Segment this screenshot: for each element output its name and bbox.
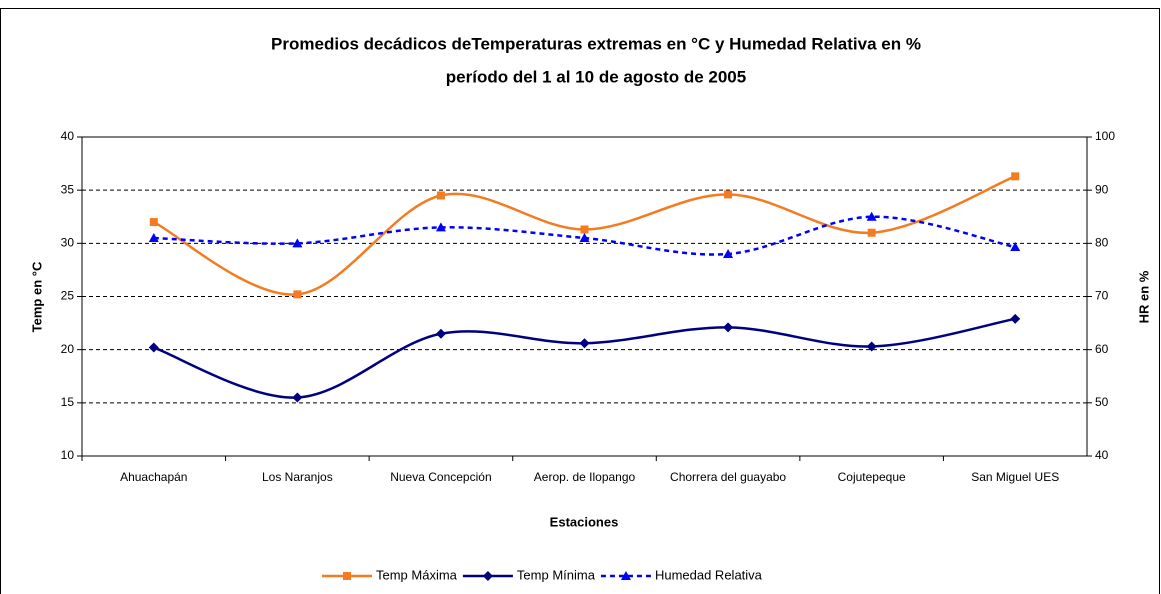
marker: [620, 571, 631, 580]
y-tick-label: 20: [61, 342, 75, 356]
marker: [148, 342, 159, 353]
marker: [292, 392, 303, 403]
plot-area: [81, 136, 1088, 457]
marker: [293, 290, 302, 299]
x-tick-label: Los Naranjos: [262, 470, 333, 484]
legend-label: Temp Máxima: [376, 567, 458, 582]
marker: [149, 218, 158, 227]
marker: [436, 191, 445, 200]
y-tick-label: 35: [61, 182, 75, 196]
y-tick-label: 10: [61, 448, 75, 462]
marker: [1010, 242, 1021, 252]
chart-frame: [0, 8, 1160, 594]
y2-tick-label: 70: [1095, 289, 1109, 303]
y-axis-label: Temp en °C: [29, 261, 44, 332]
y-tick-label: 15: [61, 395, 75, 409]
y2-axis-label: HR en %: [1136, 270, 1151, 323]
x-tick-label: Ahuachapán: [120, 470, 187, 484]
marker: [292, 238, 303, 248]
legend-label: Humedad Relativa: [655, 567, 763, 582]
marker: [482, 571, 493, 581]
y2-tick-label: 90: [1095, 182, 1109, 196]
marker: [723, 248, 734, 258]
y-tick-label: 30: [61, 236, 75, 250]
x-axis-label: Estaciones: [550, 514, 619, 529]
y2-tick-label: 40: [1095, 448, 1109, 462]
y2-tick-label: 100: [1095, 129, 1115, 143]
y2-tick-label: 50: [1095, 395, 1109, 409]
marker: [723, 322, 734, 333]
y2-tick-label: 80: [1095, 236, 1109, 250]
chart-subtitle: período del 1 al 10 de agosto de 2005: [446, 67, 746, 86]
marker: [435, 222, 446, 232]
marker: [866, 341, 877, 352]
x-tick-label: Nueva Concepción: [390, 470, 491, 484]
marker: [866, 211, 877, 221]
legend: Temp Máxima Temp Mínima Humedad Relativa: [322, 567, 763, 582]
x-tick-label: Chorrera del guayabo: [670, 470, 786, 484]
chart-title: Promedios decádicos deTemperaturas extre…: [271, 34, 921, 53]
marker: [1011, 172, 1020, 181]
marker: [1010, 313, 1021, 324]
marker: [148, 233, 159, 243]
x-tick-label: San Miguel UES: [971, 470, 1059, 484]
x-tick-label: Cojutepeque: [838, 470, 906, 484]
marker: [343, 572, 351, 580]
legend-label: Temp Mínima: [517, 567, 596, 582]
marker: [579, 233, 590, 243]
marker: [724, 190, 733, 199]
marker: [580, 225, 589, 234]
marker: [435, 328, 446, 339]
x-tick-label: Aerop. de Ilopango: [534, 470, 636, 484]
marker: [579, 338, 590, 349]
y2-tick-label: 60: [1095, 342, 1109, 356]
marker: [867, 228, 876, 237]
y-tick-label: 25: [61, 289, 75, 303]
y-tick-label: 40: [61, 129, 75, 143]
